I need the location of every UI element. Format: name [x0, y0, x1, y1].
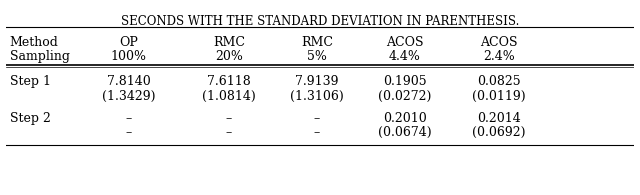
- Text: RMC: RMC: [301, 36, 333, 49]
- Text: 100%: 100%: [111, 50, 147, 63]
- Text: 7.6118: 7.6118: [207, 75, 251, 88]
- Text: 0.1905: 0.1905: [383, 75, 426, 88]
- Text: SECONDS WITH THE STANDARD DEVIATION IN PARENTHESIS.: SECONDS WITH THE STANDARD DEVIATION IN P…: [121, 15, 519, 28]
- Text: Method: Method: [10, 36, 58, 49]
- Text: (0.0692): (0.0692): [472, 126, 525, 139]
- Text: –: –: [226, 126, 232, 139]
- Text: –: –: [125, 112, 132, 125]
- Text: Step 2: Step 2: [10, 112, 51, 125]
- Text: –: –: [226, 112, 232, 125]
- Text: 7.9139: 7.9139: [295, 75, 339, 88]
- Text: (1.3106): (1.3106): [290, 90, 344, 103]
- Text: 2.4%: 2.4%: [483, 50, 515, 63]
- Text: 0.2014: 0.2014: [477, 112, 520, 125]
- Text: 7.8140: 7.8140: [107, 75, 150, 88]
- Text: ACOS: ACOS: [480, 36, 518, 49]
- Text: (1.0814): (1.0814): [202, 90, 256, 103]
- Text: 5%: 5%: [307, 50, 327, 63]
- Text: 0.2010: 0.2010: [383, 112, 426, 125]
- Text: –: –: [314, 112, 320, 125]
- Text: –: –: [314, 126, 320, 139]
- Text: (0.0119): (0.0119): [472, 90, 525, 103]
- Text: Sampling: Sampling: [10, 50, 70, 63]
- Text: 20%: 20%: [215, 50, 243, 63]
- Text: 0.0825: 0.0825: [477, 75, 520, 88]
- Text: Step 1: Step 1: [10, 75, 51, 88]
- Text: –: –: [125, 126, 132, 139]
- Text: OP: OP: [119, 36, 138, 49]
- Text: (0.0272): (0.0272): [378, 90, 431, 103]
- Text: (1.3429): (1.3429): [102, 90, 156, 103]
- Text: (0.0674): (0.0674): [378, 126, 431, 139]
- Text: ACOS: ACOS: [386, 36, 424, 49]
- Text: 4.4%: 4.4%: [388, 50, 420, 63]
- Text: RMC: RMC: [213, 36, 245, 49]
